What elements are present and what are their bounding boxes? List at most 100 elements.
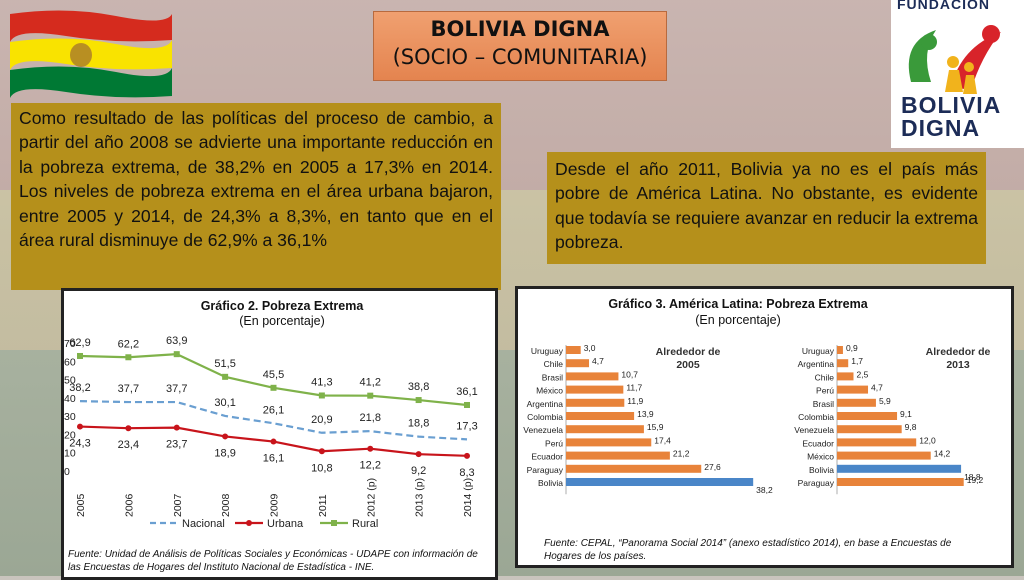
chart-title: Gráfico 3. América Latina: Pobreza Extre… [608,297,868,311]
bar-chile [566,359,590,368]
series-point-rural [222,373,229,380]
bar-venezuela [837,425,902,434]
data-label-rural: 62,2 [118,338,139,350]
data-label-urbana: 12,2 [360,460,381,472]
series-point-urbana [77,423,83,430]
bar-ecuador [566,451,670,460]
series-point-rural [367,392,374,399]
bar-category-label: Uruguay [802,346,835,356]
series-point-urbana [173,424,180,431]
bar-value-label: 11,7 [626,383,642,393]
data-label-nacional: 17,3 [456,420,477,432]
chart-subtitle: (En porcentaje) [239,314,324,328]
bar-category-label: Venezuela [794,425,834,435]
title-box: BOLIVIA DIGNA (SOCIO – COMUNITARIA) [373,11,667,81]
bar-category-label: Chile [544,359,564,369]
bar-chile [837,372,854,381]
bar-category-label: México [536,386,563,396]
bar-ecuador [837,438,917,447]
series-point-rural [173,351,180,358]
logo-line-2: DIGNA [901,115,981,141]
bar-uruguay [837,346,843,354]
bar-value-label: 10,7 [621,369,638,379]
bar-value-label: 9,8 [905,422,917,432]
data-label-rural: 51,5 [214,358,235,370]
data-label-urbana: 24,3 [69,438,90,450]
bar-uruguay [566,346,581,354]
series-point-urbana [125,425,132,432]
data-label-nacional: 38,2 [69,382,90,394]
bar-category-label: Uruguay [531,346,564,356]
chart-source-line-1: Fuente: CEPAL, “Panorama Social 2014” (a… [544,538,952,549]
data-label-nacional: 18,8 [408,418,429,430]
data-label-rural: 41,2 [360,377,381,389]
bar-value-label: 38,2 [756,485,773,495]
data-label-rural: 45,5 [263,369,284,381]
bar-value-label: 15,9 [647,422,664,432]
data-label-urbana: 8,3 [459,467,474,479]
bar-category-label: Brasil [542,372,563,382]
bar-value-label: 0,9 [846,343,858,353]
x-tick-label: 2014 (p) [462,478,474,517]
data-label-nacional: 21,8 [360,412,381,424]
series-point-rural [77,352,83,359]
fundacion-logo: FUNDACION BOLIVIA DIGNA [891,0,1024,148]
bar-value-label: 1,7 [851,356,863,366]
y-tick-label: 50 [64,375,76,387]
series-point-rural [270,384,277,391]
legend-label-rural: Rural [352,518,378,530]
x-tick-label: 2005 [75,493,87,517]
bar-méxico [566,385,624,394]
y-tick-label: 10 [64,448,76,460]
bar-category-label: Colombia [527,412,563,422]
chart-title: Gráfico 2. Pobreza Extrema [201,299,365,313]
y-tick-label: 0 [64,466,70,478]
panel-label: Alrededor de [926,346,991,358]
data-label-nacional: 37,7 [118,383,139,395]
series-point-urbana [367,445,374,452]
bar-value-label: 17,4 [654,435,671,445]
bar-value-label: 12,0 [919,435,936,445]
bar-paraguay [837,478,964,486]
data-label-urbana: 9,2 [411,465,426,477]
data-label-nacional: 20,9 [311,414,332,426]
bar-value-label: 5,9 [879,396,891,406]
data-label-nacional: 30,1 [214,397,235,409]
bar-category-label: Perú [545,438,563,448]
bar-value-label: 14,2 [934,449,951,459]
bar-perú [837,385,869,394]
bar-bolivia [566,478,754,486]
bar-category-label: Paraguay [527,465,564,475]
x-tick-label: 2007 [172,493,184,517]
data-label-urbana: 18,9 [214,447,235,459]
left-paragraph-box: Como resultado de las políticas del proc… [11,103,501,290]
bar-category-label: Perú [816,386,834,396]
series-point-urbana [222,433,229,440]
bar-category-label: Brasil [813,399,834,409]
bar-value-label: 18,8 [964,472,981,482]
chart-source-line-1: Fuente: Unidad de Análisis de Políticas … [68,549,478,560]
page-title: BOLIVIA DIGNA [430,17,610,41]
legend-marker-urbana [246,520,252,526]
chart-source-line-2: Hogares de los países. [544,551,646,562]
logo-line-1: BOLIVIA [901,92,1002,118]
bar-category-label: Paraguay [798,478,835,488]
series-point-rural [318,392,325,399]
bar-value-label: 27,6 [704,462,721,472]
bar-brasil [566,372,619,381]
bar-value-label: 2,5 [857,369,869,379]
bar-brasil [837,398,876,407]
chart-source-line-2: las Encuestas de Hogares del Instituto N… [68,562,374,573]
chart-america-latina-pobreza: Gráfico 3. América Latina: Pobreza Extre… [515,286,1014,568]
series-point-rural [415,397,422,404]
data-label-nacional: 37,7 [166,383,187,395]
series-point-rural [125,354,132,361]
bar-value-label: 4,7 [871,383,883,393]
bolivia-flag-icon [10,10,172,98]
bar-category-label: Chile [815,372,835,382]
data-label-rural: 36,1 [456,386,477,398]
chart-subtitle: (En porcentaje) [695,313,780,327]
data-label-rural: 62,9 [69,337,90,349]
bar-category-label: Colombia [798,412,834,422]
bar-value-label: 9,1 [900,409,912,419]
